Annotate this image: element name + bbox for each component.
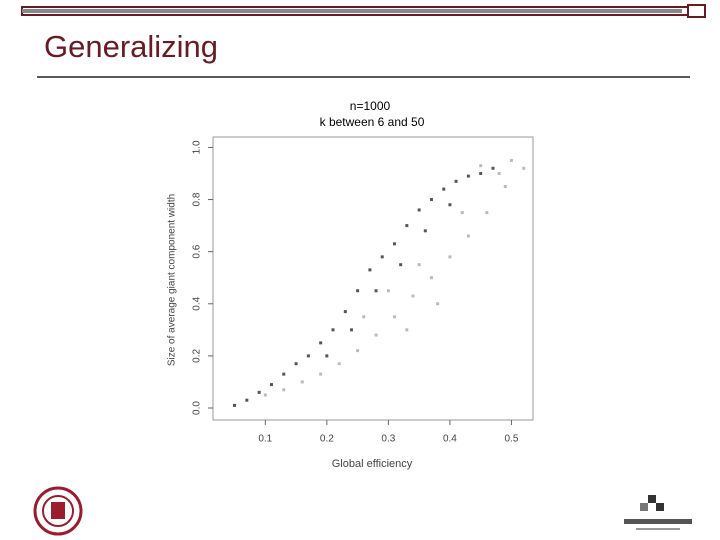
point <box>423 229 427 233</box>
point <box>368 268 372 272</box>
point <box>349 328 353 332</box>
point <box>485 211 489 215</box>
y-tick-label: 1.0 <box>192 140 203 154</box>
point <box>503 185 507 189</box>
logo-right <box>624 495 692 530</box>
point <box>454 179 458 183</box>
y-tick-label: 0.6 <box>192 244 203 258</box>
point <box>411 294 415 298</box>
point <box>460 211 464 215</box>
point <box>374 289 378 293</box>
point <box>448 255 452 259</box>
x-tick-label: 0.2 <box>320 434 334 445</box>
point <box>405 328 409 332</box>
point <box>448 203 452 207</box>
point <box>362 315 366 319</box>
y-tick-label: 0.8 <box>192 192 203 206</box>
point <box>282 372 286 376</box>
point <box>319 341 323 345</box>
point <box>491 166 495 170</box>
y-tick-label: 0.0 <box>192 401 203 415</box>
slide-title: Generalizing <box>44 29 218 64</box>
x-tick-label: 0.1 <box>258 434 272 445</box>
point <box>269 383 273 387</box>
plot-frame <box>212 136 534 421</box>
x-axis-label: Global efficiency <box>332 458 413 470</box>
top-bar-box <box>687 4 706 18</box>
point <box>306 354 310 358</box>
y-axis-label: Size of average giant component width <box>167 194 178 366</box>
x-tick-label: 0.4 <box>443 434 457 445</box>
point <box>393 315 397 319</box>
top-bar-fill <box>22 9 682 13</box>
point <box>522 166 526 170</box>
point <box>436 302 440 306</box>
point <box>466 234 470 238</box>
logo-left <box>33 486 83 536</box>
point <box>417 263 421 267</box>
point <box>497 171 501 175</box>
chart-title: n=1000 <box>350 99 391 113</box>
point <box>380 255 384 259</box>
point <box>294 362 298 366</box>
point <box>263 393 267 397</box>
chart-subtitle: k between 6 and 50 <box>320 115 425 129</box>
point <box>479 164 483 168</box>
y-tick-label: 0.2 <box>192 349 203 363</box>
point <box>429 276 433 280</box>
point <box>393 242 397 246</box>
point <box>442 187 446 191</box>
point <box>325 354 329 358</box>
x-tick-label: 0.5 <box>505 434 519 445</box>
point <box>479 171 483 175</box>
point <box>233 403 237 407</box>
point <box>386 289 390 293</box>
point <box>405 224 409 228</box>
point <box>429 198 433 202</box>
point <box>257 390 261 394</box>
point <box>356 289 360 293</box>
point <box>399 263 403 267</box>
point <box>300 380 304 384</box>
y-tick-label: 0.4 <box>192 296 203 310</box>
point <box>374 333 378 337</box>
x-tick-label: 0.3 <box>381 434 395 445</box>
point <box>343 310 347 314</box>
point <box>282 388 286 392</box>
point <box>356 349 360 353</box>
point <box>245 398 249 402</box>
point <box>337 362 341 366</box>
point <box>466 174 470 178</box>
point <box>417 208 421 212</box>
point <box>319 372 323 376</box>
point <box>509 158 513 162</box>
point <box>331 328 335 332</box>
